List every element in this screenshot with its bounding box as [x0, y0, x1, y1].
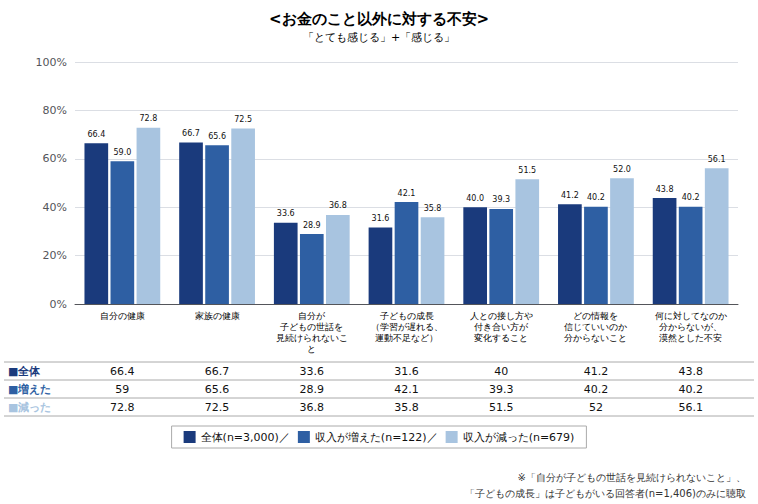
- svg-text:40.2: 40.2: [587, 193, 605, 202]
- svg-text:65.6: 65.6: [208, 132, 226, 141]
- svg-text:100%: 100%: [36, 56, 67, 69]
- svg-text:40.0: 40.0: [466, 194, 484, 203]
- svg-text:72.8: 72.8: [139, 114, 157, 123]
- svg-text:付き合い方が: 付き合い方が: [474, 322, 529, 332]
- svg-text:分からないこと: 分からないこと: [564, 333, 627, 343]
- svg-text:36.8: 36.8: [329, 201, 347, 210]
- svg-text:39.3: 39.3: [492, 195, 510, 204]
- svg-text:見続けられないこ: 見続けられないこ: [276, 333, 348, 343]
- svg-text:人との接し方や: 人との接し方や: [470, 311, 533, 321]
- svg-text:0%: 0%: [50, 298, 67, 311]
- svg-text:60%: 60%: [43, 152, 67, 165]
- svg-text:信じていいのか: 信じていいのか: [564, 322, 627, 332]
- svg-text:分からないが、: 分からないが、: [659, 322, 722, 332]
- svg-text:52.0: 52.0: [613, 165, 631, 174]
- svg-text:80%: 80%: [43, 104, 67, 117]
- svg-text:59.0: 59.0: [113, 148, 131, 157]
- svg-text:51.5: 51.5: [518, 166, 536, 175]
- svg-text:72.5: 72.5: [234, 115, 252, 124]
- svg-text:28.9: 28.9: [300, 383, 325, 396]
- svg-text:31.6: 31.6: [372, 214, 390, 223]
- svg-text:35.8: 35.8: [424, 204, 442, 213]
- svg-text:自分が: 自分が: [298, 311, 326, 321]
- svg-text:■減った: ■減った: [8, 401, 51, 414]
- svg-text:66.4: 66.4: [110, 365, 135, 378]
- svg-text:31.6: 31.6: [394, 365, 419, 378]
- svg-text:43.8: 43.8: [678, 365, 703, 378]
- svg-text:20%: 20%: [43, 249, 67, 262]
- svg-text:40: 40: [494, 365, 508, 378]
- svg-text:66.4: 66.4: [87, 130, 105, 139]
- svg-text:56.1: 56.1: [708, 155, 726, 164]
- svg-text:42.1: 42.1: [398, 189, 416, 198]
- svg-text:66.7: 66.7: [182, 129, 200, 138]
- svg-text:28.9: 28.9: [303, 221, 321, 230]
- svg-text:72.8: 72.8: [110, 401, 135, 414]
- svg-text:43.8: 43.8: [656, 185, 674, 194]
- svg-text:全体(n=3,000)／: 全体(n=3,000)／: [201, 431, 290, 444]
- svg-text:56.1: 56.1: [678, 401, 703, 414]
- svg-text:33.6: 33.6: [300, 365, 325, 378]
- svg-text:41.2: 41.2: [561, 191, 579, 200]
- svg-text:「とても感じる」+「感じる」: 「とても感じる」+「感じる」: [303, 31, 455, 44]
- svg-text:40.2: 40.2: [584, 383, 609, 396]
- svg-text:■増えた: ■増えた: [8, 383, 51, 396]
- svg-text:※「自分が子どもの世話を見続けられないこと」、: ※「自分が子どもの世話を見続けられないこと」、: [518, 472, 746, 483]
- svg-text:65.6: 65.6: [205, 383, 230, 396]
- svg-text:家族の健康: 家族の健康: [195, 311, 240, 321]
- svg-text:51.5: 51.5: [489, 401, 514, 414]
- svg-text:運動不足など）: 運動不足など）: [375, 333, 438, 343]
- svg-text:収入が増えた(n=122)／: 収入が増えた(n=122)／: [315, 431, 438, 444]
- svg-text:子どもの世話を: 子どもの世話を: [280, 322, 343, 332]
- svg-text:52: 52: [589, 401, 603, 414]
- svg-text:（学習が遅れる、: （学習が遅れる、: [371, 322, 443, 332]
- svg-text:「子どもの成長」は子どもがいる回答者(n=1,406)のみに: 「子どもの成長」は子どもがいる回答者(n=1,406)のみに聴取: [465, 488, 746, 499]
- svg-text:子どもの成長: 子どもの成長: [380, 311, 434, 321]
- svg-text:何に対してなのか: 何に対してなのか: [655, 311, 727, 321]
- svg-text:■全体: ■全体: [8, 365, 41, 378]
- svg-text:33.6: 33.6: [277, 209, 295, 218]
- svg-text:42.1: 42.1: [394, 383, 419, 396]
- svg-text:変化すること: 変化すること: [474, 333, 528, 343]
- svg-text:39.3: 39.3: [489, 383, 514, 396]
- svg-text:と: と: [307, 344, 316, 354]
- svg-text:36.8: 36.8: [300, 401, 325, 414]
- svg-text:40%: 40%: [43, 201, 67, 214]
- svg-text:72.5: 72.5: [205, 401, 230, 414]
- svg-text:40.2: 40.2: [682, 193, 700, 202]
- svg-text:どの情報を: どの情報を: [573, 311, 618, 321]
- svg-text:収入が減った(n=679): 収入が減った(n=679): [463, 431, 575, 444]
- svg-text:40.2: 40.2: [678, 383, 703, 396]
- svg-text:35.8: 35.8: [394, 401, 419, 414]
- svg-text:59: 59: [115, 383, 129, 396]
- svg-text:66.7: 66.7: [205, 365, 230, 378]
- svg-text:漠然とした不安: 漠然とした不安: [659, 333, 722, 343]
- svg-text:自分の健康: 自分の健康: [100, 311, 145, 321]
- svg-text:<お金のこと以外に対する不安>: <お金のこと以外に対する不安>: [269, 10, 489, 28]
- svg-text:41.2: 41.2: [584, 365, 609, 378]
